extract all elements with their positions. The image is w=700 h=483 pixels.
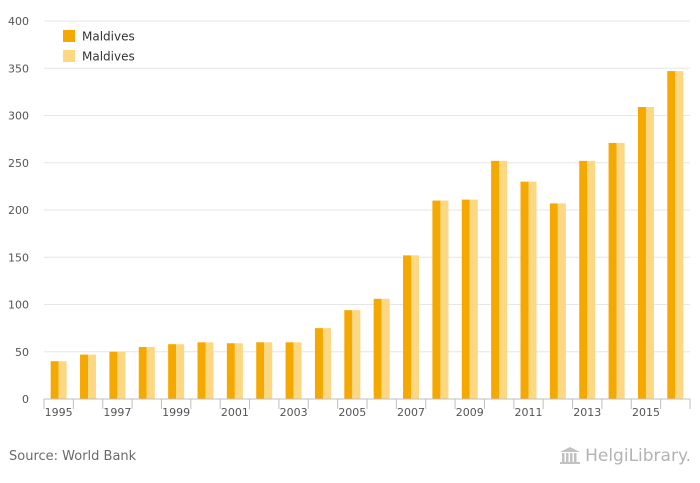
bar: [491, 160, 500, 399]
x-tick-label: 2005: [338, 406, 366, 419]
bar: [168, 344, 177, 399]
bar: [645, 106, 654, 400]
x-tick-label: 2013: [573, 406, 601, 419]
bar: [138, 347, 147, 399]
x-tick-label: 2003: [280, 406, 308, 419]
bar: [411, 255, 420, 399]
bar: [80, 354, 89, 399]
x-tick-label: 1997: [103, 406, 131, 419]
bar: [256, 342, 265, 399]
bar: [381, 298, 390, 399]
bars: [50, 71, 684, 400]
x-tick-label: 2007: [397, 406, 425, 419]
y-tick-label: 100: [8, 299, 29, 312]
bar: [234, 343, 243, 399]
bar: [461, 199, 470, 399]
source-note: Source: World Bank: [9, 449, 137, 464]
brand-name: HelgiLibrary.: [585, 446, 691, 466]
bar-chart: 0 50 100 150 200 250 300 350 400 1995 1997 1999 2001…: [8, 15, 691, 419]
bar: [440, 200, 449, 399]
y-tick-label: 200: [8, 204, 29, 217]
y-tick-label: 350: [8, 62, 29, 75]
bar: [50, 361, 59, 399]
bar: [197, 342, 206, 399]
bar: [608, 142, 617, 399]
bar: [557, 203, 566, 399]
bar: [616, 142, 625, 399]
y-tick-label: 50: [15, 346, 29, 359]
legend-label: Maldives: [82, 50, 135, 64]
bar: [88, 354, 97, 399]
axes: 0 50 100 150 200 250 300 350 400 1995 1997 1999 2001…: [8, 15, 691, 419]
bar: [58, 361, 67, 399]
y-tick-label: 0: [22, 393, 29, 406]
y-tick-label: 400: [8, 15, 29, 28]
bar: [667, 71, 676, 400]
bar: [146, 347, 155, 399]
bar: [285, 342, 294, 399]
bar: [469, 199, 478, 399]
bar: [520, 181, 529, 399]
x-tick-label: 1999: [162, 406, 190, 419]
bar: [344, 310, 353, 399]
bar: [579, 160, 588, 399]
bar: [322, 328, 331, 399]
bar: [205, 342, 214, 399]
y-tick-label: 300: [8, 110, 29, 123]
grid-lines: [44, 20, 690, 353]
bar: [117, 351, 126, 399]
bar: [675, 71, 684, 400]
bar: [637, 106, 646, 400]
bar: [499, 160, 508, 399]
bar: [264, 342, 273, 399]
x-tick-label: 2015: [632, 406, 660, 419]
bar: [432, 200, 441, 399]
bar: [403, 255, 412, 399]
x-tick-label: 2009: [456, 406, 484, 419]
bar: [549, 203, 558, 399]
brand-logo: HelgiLibrary.: [559, 446, 691, 466]
y-tick-label: 250: [8, 157, 29, 170]
x-tick-label: 1995: [45, 406, 73, 419]
library-icon: [560, 447, 581, 464]
legend-swatch: [63, 30, 75, 42]
bar: [226, 343, 235, 399]
legend-swatch: [63, 50, 75, 62]
y-tick-label: 150: [8, 251, 29, 264]
bar: [314, 328, 323, 399]
legend: Maldives Maldives: [63, 30, 135, 64]
bar: [528, 181, 537, 399]
bar: [352, 310, 361, 399]
bar: [373, 298, 382, 399]
bar: [293, 342, 302, 399]
bar: [109, 351, 118, 399]
bar: [587, 160, 596, 399]
legend-label: Maldives: [82, 30, 135, 44]
bar: [176, 344, 185, 399]
x-tick-label: 2001: [221, 406, 249, 419]
x-tick-label: 2011: [515, 406, 543, 419]
